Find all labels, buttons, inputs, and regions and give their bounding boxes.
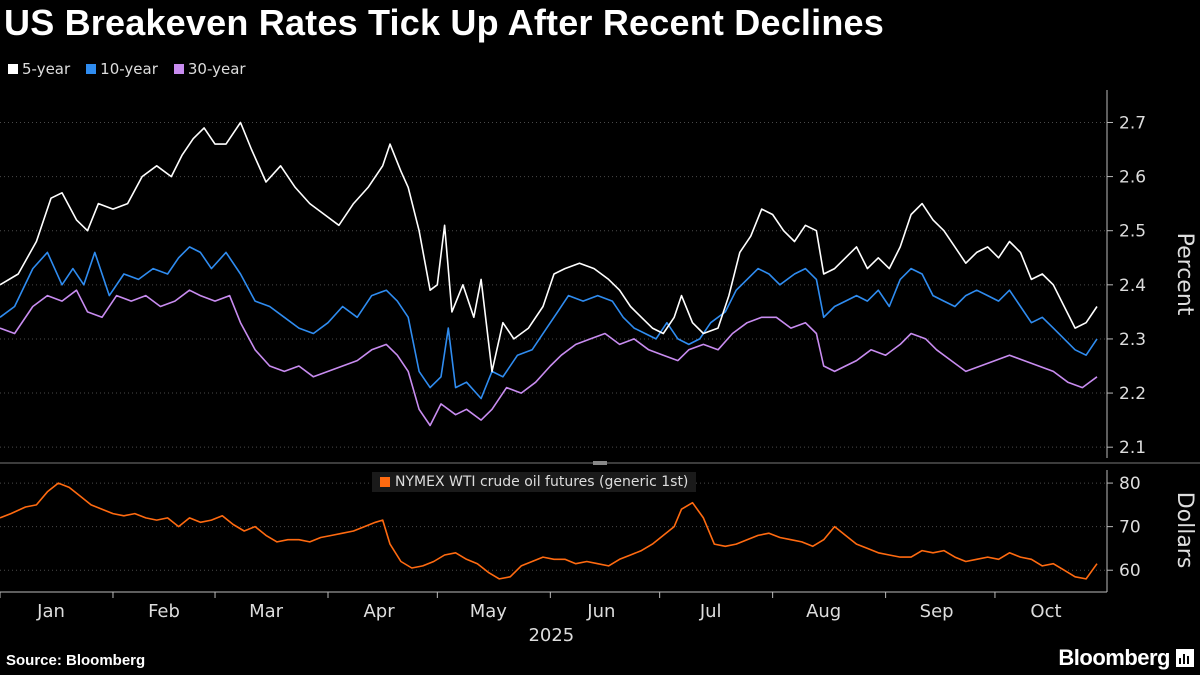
x-tick-label: Sep bbox=[920, 601, 954, 622]
legend-item-5-year: 5-year bbox=[8, 60, 70, 78]
x-tick-label: Aug bbox=[806, 601, 841, 622]
y-tick-label: 2.6 bbox=[1119, 168, 1146, 188]
legend-swatch-icon bbox=[173, 64, 184, 74]
x-tick-label: Apr bbox=[363, 601, 395, 622]
series-line-nymex-wti-crude-oil-futures-generic-1st bbox=[0, 482, 1098, 580]
x-axis-year-label: 2025 bbox=[528, 625, 574, 646]
y-tick-label: 2.7 bbox=[1119, 113, 1146, 133]
x-tick-label: May bbox=[470, 601, 508, 622]
x-tick-label: Jun bbox=[586, 601, 615, 622]
panel-splitter-handle bbox=[593, 461, 607, 465]
legend-label: 30-year bbox=[187, 60, 246, 78]
x-tick-label: Mar bbox=[249, 601, 284, 622]
legend-label: 5-year bbox=[22, 60, 71, 78]
x-tick-label: Oct bbox=[1030, 601, 1061, 622]
y-tick-label: 80 bbox=[1119, 474, 1141, 494]
bloomberg-chart-icon bbox=[1176, 649, 1194, 667]
series-line-5-year bbox=[0, 121, 1098, 373]
series-line-30-year bbox=[0, 289, 1098, 427]
y-tick-label: 60 bbox=[1119, 561, 1141, 581]
y-tick-label: 2.2 bbox=[1119, 384, 1146, 404]
series-line-10-year bbox=[0, 246, 1098, 400]
legend-swatch-icon bbox=[86, 64, 97, 74]
x-tick-label: Feb bbox=[148, 601, 180, 622]
y-axis-title: Dollars bbox=[1172, 492, 1197, 569]
legend-item-30-year: 30-year bbox=[173, 60, 246, 78]
legend: 5-year 10-year 30-year bbox=[8, 60, 246, 78]
x-tick-label: Jan bbox=[36, 601, 65, 622]
legend-label: 10-year bbox=[100, 60, 158, 78]
legend-swatch-icon bbox=[380, 477, 390, 487]
brand-logo: Bloomberg bbox=[1058, 645, 1170, 670]
y-tick-label: 70 bbox=[1119, 518, 1141, 538]
y-tick-label: 2.4 bbox=[1119, 276, 1146, 296]
legend-swatch-icon bbox=[8, 64, 18, 74]
y-tick-label: 2.5 bbox=[1119, 222, 1146, 242]
oil-legend-label: NYMEX WTI crude oil futures (generic 1st… bbox=[395, 474, 689, 490]
chart-title: US Breakeven Rates Tick Up After Recent … bbox=[4, 2, 884, 43]
source-note: Source: Bloomberg bbox=[6, 652, 146, 669]
y-axis-title: Percent bbox=[1172, 233, 1197, 316]
y-tick-label: 2.1 bbox=[1119, 438, 1146, 458]
x-tick-label: Jul bbox=[699, 601, 722, 622]
y-tick-label: 2.3 bbox=[1119, 330, 1146, 350]
legend-item-10-year: 10-year bbox=[86, 60, 158, 78]
oil-legend: NYMEX WTI crude oil futures (generic 1st… bbox=[372, 472, 697, 492]
